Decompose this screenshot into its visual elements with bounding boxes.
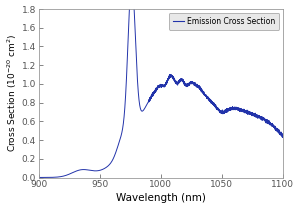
X-axis label: Wavelength (nm): Wavelength (nm) <box>116 194 206 203</box>
Y-axis label: Cross Section (10$^{-20}$ cm$^2$): Cross Section (10$^{-20}$ cm$^2$) <box>6 34 19 152</box>
Legend: Emission Cross Section: Emission Cross Section <box>169 13 279 29</box>
